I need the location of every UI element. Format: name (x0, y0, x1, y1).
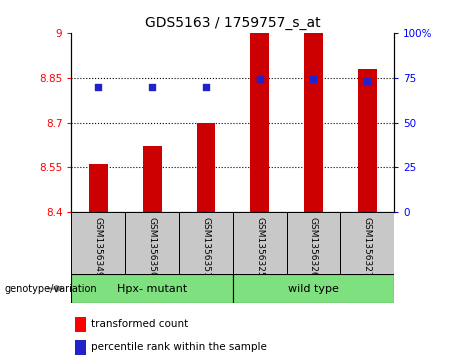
Text: percentile rank within the sample: percentile rank within the sample (91, 342, 267, 352)
Text: GSM1356351: GSM1356351 (201, 217, 210, 278)
Point (202, 84, 210, 90)
Point (310, 77, 317, 82)
Text: GSM1356350: GSM1356350 (148, 217, 157, 278)
Bar (233, 212, 287, 274)
Text: transformed count: transformed count (91, 319, 188, 330)
Text: GSM1356349: GSM1356349 (94, 217, 103, 278)
Bar (75, 339, 86, 355)
Text: GSM1356326: GSM1356326 (309, 217, 318, 278)
Bar (75, 317, 86, 332)
Point (256, 77, 263, 82)
Bar (233, 274, 394, 303)
Text: GSM1356327: GSM1356327 (363, 217, 372, 278)
Bar (250, 33, 269, 212)
Bar (196, 123, 215, 212)
Bar (340, 212, 394, 274)
Text: wild type: wild type (288, 284, 339, 294)
Bar (71, 212, 125, 274)
Bar (179, 212, 233, 274)
Bar (143, 147, 161, 212)
Title: GDS5163 / 1759757_s_at: GDS5163 / 1759757_s_at (145, 16, 320, 30)
Bar (71, 274, 233, 303)
Text: GSM1356325: GSM1356325 (255, 217, 264, 278)
Point (148, 84, 156, 90)
Text: genotype/variation: genotype/variation (5, 284, 97, 294)
Bar (304, 33, 323, 212)
Bar (358, 69, 377, 212)
Point (364, 78, 371, 84)
Bar (89, 164, 108, 212)
Bar (125, 212, 179, 274)
Text: Hpx- mutant: Hpx- mutant (117, 284, 187, 294)
Point (95, 84, 102, 90)
Bar (287, 212, 340, 274)
